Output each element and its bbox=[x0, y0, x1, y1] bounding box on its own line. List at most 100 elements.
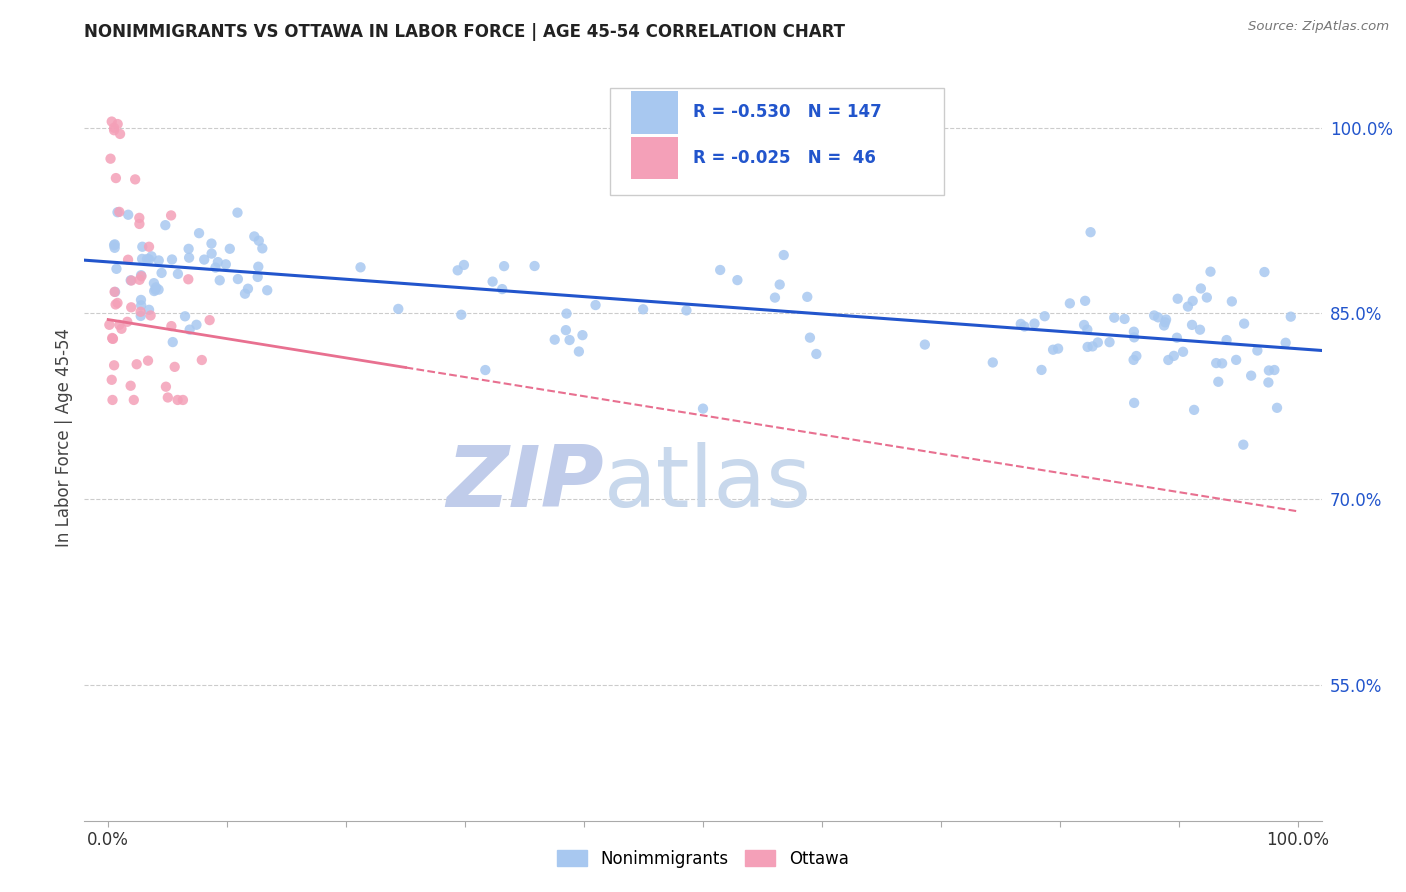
Point bbox=[1274, 335, 1296, 350]
Point bbox=[167, 267, 190, 281]
Point bbox=[1143, 309, 1166, 323]
Point bbox=[218, 242, 240, 256]
Point bbox=[188, 226, 211, 240]
Point bbox=[162, 334, 184, 349]
Point bbox=[1076, 322, 1098, 336]
Point bbox=[148, 253, 170, 268]
Point bbox=[246, 269, 269, 284]
Point bbox=[799, 331, 821, 345]
Point bbox=[236, 282, 259, 296]
Point bbox=[1098, 335, 1121, 350]
Point bbox=[143, 284, 166, 298]
Point bbox=[1199, 265, 1222, 279]
Point bbox=[1166, 331, 1188, 345]
Point bbox=[1181, 293, 1204, 308]
Point bbox=[129, 298, 152, 312]
Point bbox=[215, 257, 238, 271]
Point bbox=[252, 241, 274, 255]
Point bbox=[166, 392, 188, 407]
Point bbox=[571, 328, 593, 343]
Point bbox=[256, 283, 278, 297]
Point bbox=[1125, 349, 1147, 363]
Point bbox=[1246, 343, 1268, 358]
Point bbox=[160, 208, 183, 222]
Point bbox=[128, 273, 150, 287]
Point bbox=[1167, 292, 1189, 306]
Point bbox=[1177, 300, 1199, 314]
Point bbox=[1080, 225, 1102, 239]
Text: NONIMMIGRANTS VS OTTAWA IN LABOR FORCE | AGE 45-54 CORRELATION CHART: NONIMMIGRANTS VS OTTAWA IN LABOR FORCE |… bbox=[84, 23, 845, 41]
Point bbox=[163, 359, 186, 374]
Point bbox=[914, 337, 936, 351]
Point bbox=[243, 229, 266, 244]
Text: R = -0.025   N =  46: R = -0.025 N = 46 bbox=[693, 149, 876, 167]
Point bbox=[1154, 315, 1177, 329]
Point bbox=[1211, 356, 1233, 370]
Point bbox=[1233, 317, 1256, 331]
Point bbox=[1102, 310, 1125, 325]
Point bbox=[177, 272, 200, 286]
Point bbox=[796, 290, 818, 304]
Point bbox=[120, 273, 142, 287]
Point bbox=[198, 313, 221, 327]
Point bbox=[1074, 293, 1097, 308]
Point bbox=[204, 260, 226, 275]
Text: atlas: atlas bbox=[605, 442, 813, 524]
Point bbox=[129, 293, 152, 307]
Point bbox=[1215, 333, 1237, 347]
Point bbox=[692, 401, 714, 416]
Point bbox=[120, 378, 142, 392]
Point bbox=[107, 117, 129, 131]
Point bbox=[124, 172, 146, 186]
Point bbox=[160, 252, 183, 267]
Point bbox=[104, 237, 127, 252]
Point bbox=[1253, 265, 1275, 279]
Point bbox=[143, 283, 166, 297]
Point bbox=[104, 241, 127, 255]
Point bbox=[585, 298, 607, 312]
Point bbox=[108, 205, 131, 219]
Point bbox=[108, 318, 131, 332]
Point bbox=[120, 301, 142, 315]
Point bbox=[1163, 349, 1185, 363]
Point bbox=[1205, 356, 1227, 370]
Point bbox=[139, 309, 162, 323]
Point bbox=[233, 286, 256, 301]
Point bbox=[101, 332, 124, 346]
Point bbox=[1240, 368, 1263, 383]
Point bbox=[450, 308, 472, 322]
Point bbox=[1208, 375, 1230, 389]
Point bbox=[107, 296, 129, 310]
Point bbox=[491, 282, 513, 296]
Point bbox=[142, 276, 165, 290]
Point bbox=[772, 248, 794, 262]
Point bbox=[177, 242, 200, 256]
Point bbox=[1279, 310, 1302, 324]
Point bbox=[136, 353, 159, 368]
Point bbox=[981, 355, 1004, 369]
Point bbox=[568, 344, 591, 359]
Point bbox=[122, 392, 145, 407]
Point bbox=[1077, 340, 1099, 354]
Point bbox=[1114, 312, 1136, 326]
Point bbox=[1081, 339, 1104, 353]
Point bbox=[675, 303, 697, 318]
FancyBboxPatch shape bbox=[631, 137, 678, 179]
Point bbox=[1153, 318, 1175, 333]
Point bbox=[523, 259, 546, 273]
Point bbox=[387, 301, 409, 316]
Point bbox=[191, 353, 214, 368]
Point bbox=[1182, 403, 1205, 417]
Point bbox=[107, 205, 129, 219]
Point bbox=[98, 318, 121, 332]
Point bbox=[247, 260, 270, 274]
Point bbox=[1257, 363, 1279, 377]
Point bbox=[207, 255, 229, 269]
Point bbox=[193, 252, 215, 267]
Point bbox=[1014, 319, 1036, 334]
Point bbox=[117, 252, 139, 267]
Point bbox=[138, 252, 160, 267]
Point bbox=[101, 332, 124, 346]
Point bbox=[174, 310, 197, 324]
Point bbox=[1181, 318, 1204, 332]
